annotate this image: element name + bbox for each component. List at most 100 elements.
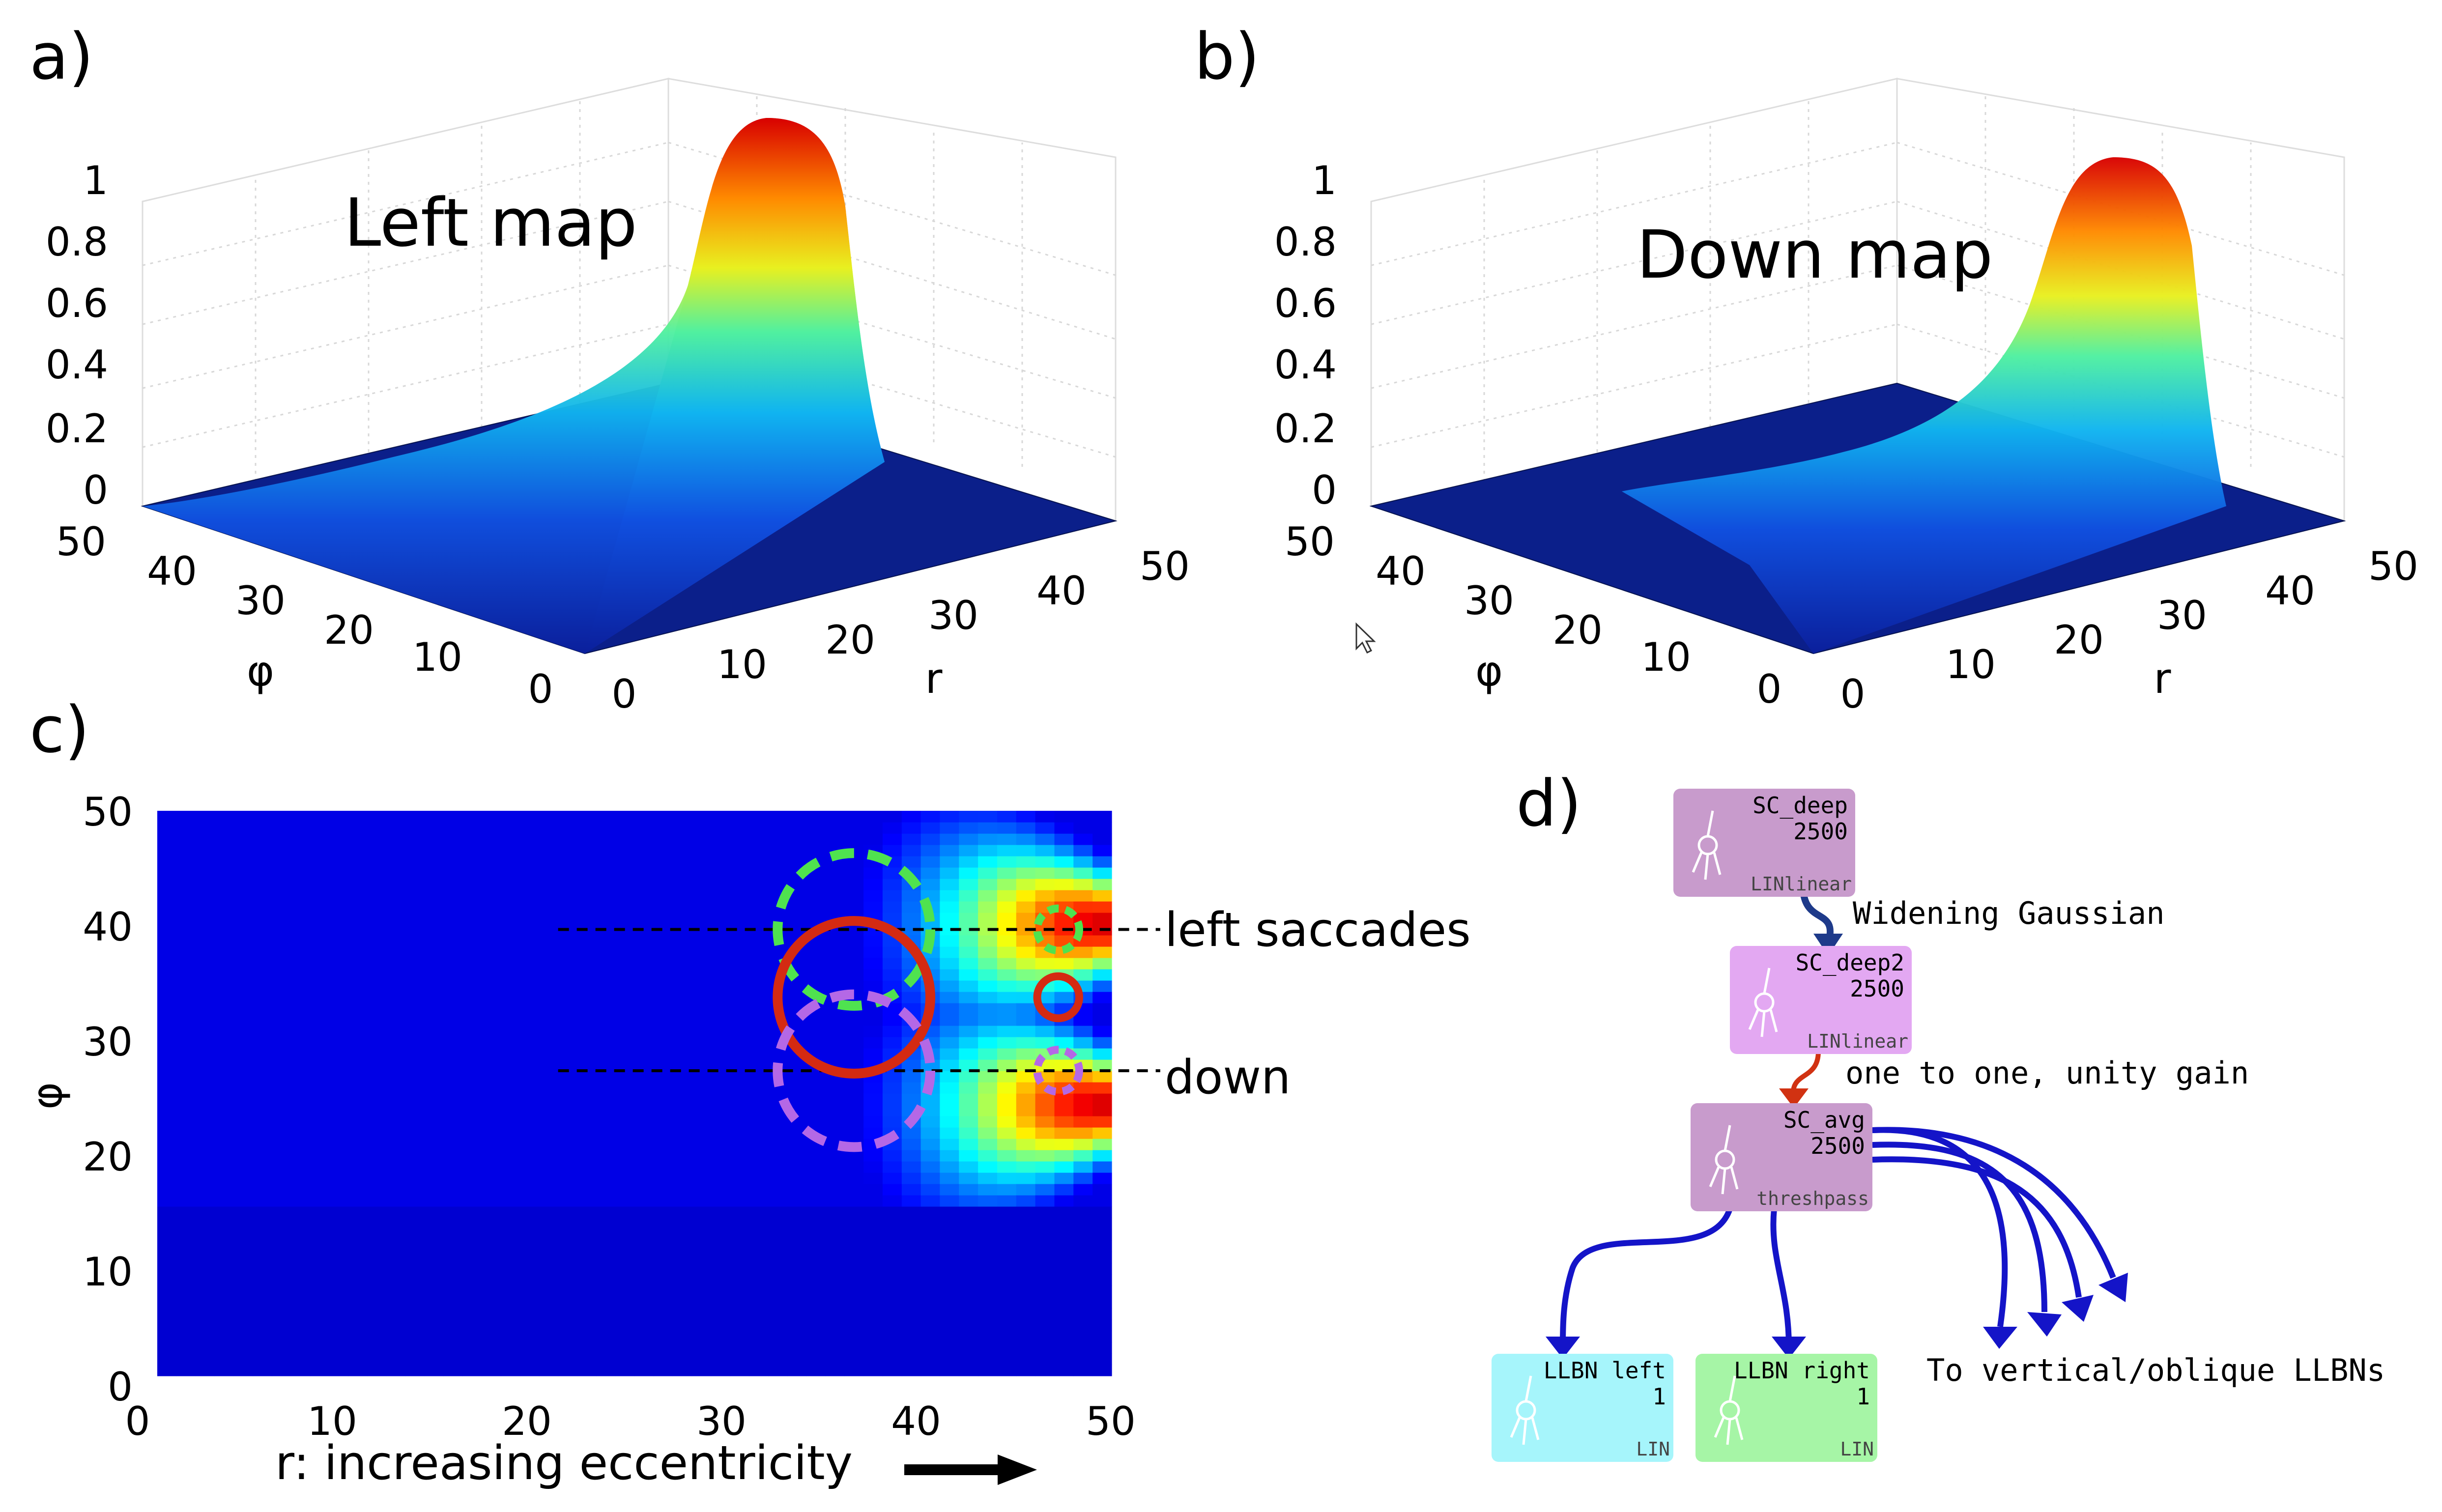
heatmap-cell xyxy=(730,1014,749,1026)
heatmap-cell xyxy=(882,1252,902,1263)
heatmap-cell xyxy=(424,1127,444,1139)
heatmap-cell xyxy=(482,901,501,913)
heatmap-cell xyxy=(539,1206,559,1218)
heatmap-cell xyxy=(443,1003,463,1015)
heatmap-cell xyxy=(806,1082,826,1094)
heatmap-cell xyxy=(920,1331,940,1342)
heatmap-cell xyxy=(482,811,501,823)
heatmap-cell xyxy=(405,946,425,958)
heatmap-cell xyxy=(405,1297,425,1309)
heatmap-cell xyxy=(233,811,253,823)
heatmap-cell xyxy=(749,935,769,947)
heatmap-cell xyxy=(214,845,234,856)
panel-c-x-tick: 50 xyxy=(1086,1398,1136,1444)
heatmap-cell xyxy=(443,867,463,879)
heatmap-cell xyxy=(520,1195,540,1207)
heatmap-cell xyxy=(634,1263,654,1275)
heatmap-cell xyxy=(233,1003,253,1015)
heatmap-cell xyxy=(1092,958,1112,970)
heatmap-cell xyxy=(730,1139,749,1150)
heatmap-cell xyxy=(386,901,406,913)
heatmap-cell xyxy=(1092,935,1112,947)
heatmap-cell xyxy=(176,1353,196,1365)
heatmap-cell xyxy=(501,924,520,936)
heatmap-cell xyxy=(176,924,196,936)
heatmap-cell xyxy=(501,822,520,834)
heatmap-cell xyxy=(272,1274,291,1286)
heatmap-cell xyxy=(329,980,348,992)
heatmap-cell xyxy=(367,1229,387,1241)
heatmap-cell xyxy=(653,1342,673,1354)
heatmap-cell xyxy=(214,1365,234,1376)
heatmap-cell xyxy=(214,924,234,936)
heatmap-cell xyxy=(386,1274,406,1286)
heatmap-cell xyxy=(596,1093,616,1105)
heatmap-cell xyxy=(386,1071,406,1083)
heatmap-cell xyxy=(844,1365,864,1376)
heatmap-cell xyxy=(711,879,730,890)
heatmap-cell xyxy=(882,879,902,890)
heatmap-cell xyxy=(520,913,540,924)
heatmap-cell xyxy=(806,901,826,913)
heatmap-cell xyxy=(310,1037,330,1049)
heatmap-cell xyxy=(615,1331,635,1342)
node-llbn-right[interactable]: LLBN right 1 LIN xyxy=(1695,1354,1877,1462)
heatmap-cell xyxy=(443,1071,463,1083)
heatmap-cell xyxy=(882,1229,902,1241)
heatmap-cell xyxy=(233,980,253,992)
heatmap-cell xyxy=(653,1252,673,1263)
heatmap-cell xyxy=(959,1037,978,1049)
heatmap-cell xyxy=(825,1026,845,1037)
heatmap-cell xyxy=(195,1353,215,1365)
node-sc-deep[interactable]: SC_deep 2500 LINlinear xyxy=(1673,789,1855,897)
heatmap-cell xyxy=(882,1195,902,1207)
heatmap-cell xyxy=(997,1161,1017,1173)
node-sc-deep2[interactable]: SC_deep2 2500 LINlinear xyxy=(1730,946,1912,1054)
heatmap-cell xyxy=(157,879,177,890)
heatmap-cell xyxy=(462,1048,482,1060)
heatmap-cell xyxy=(367,1184,387,1196)
heatmap-cell xyxy=(749,1365,769,1376)
heatmap-cell xyxy=(482,845,501,856)
node-sc-avg[interactable]: SC_avg 2500 threshpass xyxy=(1691,1103,1872,1211)
heatmap-cell xyxy=(310,935,330,947)
heatmap-cell xyxy=(959,1127,978,1139)
panel-d-label: d) xyxy=(1516,766,1581,841)
heatmap-cell xyxy=(882,980,902,992)
heatmap-cell xyxy=(596,1184,616,1196)
heatmap-cell xyxy=(844,1150,864,1162)
heatmap-cell xyxy=(482,1082,501,1094)
heatmap-cell xyxy=(329,1048,348,1060)
heatmap-cell xyxy=(615,1218,635,1229)
heatmap-cell xyxy=(577,1082,597,1094)
heatmap-cell xyxy=(844,811,864,823)
heatmap-cell xyxy=(539,1240,559,1252)
heatmap-cell xyxy=(157,1274,177,1286)
heatmap-cell xyxy=(157,1037,177,1049)
heatmap-cell xyxy=(1016,890,1036,902)
heatmap-cell xyxy=(329,1218,348,1229)
heatmap-cell xyxy=(806,1285,826,1297)
heatmap-cell xyxy=(558,1082,577,1094)
heatmap-cell xyxy=(195,1331,215,1342)
heatmap-cell xyxy=(424,833,444,845)
heatmap-cell xyxy=(997,1139,1017,1150)
heatmap-cell xyxy=(959,901,978,913)
heatmap-cell xyxy=(310,946,330,958)
heatmap-cell xyxy=(253,901,272,913)
heatmap-cell xyxy=(787,1331,807,1342)
heatmap-cell xyxy=(214,1059,234,1071)
heatmap-cell xyxy=(367,1365,387,1376)
heatmap-cell xyxy=(768,811,788,823)
heatmap-cell xyxy=(310,1184,330,1196)
heatmap-cell xyxy=(214,1082,234,1094)
heatmap-cell xyxy=(1092,992,1112,1003)
heatmap-cell xyxy=(711,1206,730,1218)
node-llbn-left[interactable]: LLBN left 1 LIN xyxy=(1492,1354,1673,1462)
heatmap-cell xyxy=(1035,1105,1055,1116)
heatmap-cell xyxy=(462,1365,482,1376)
heatmap-cell xyxy=(634,1059,654,1071)
heatmap-cell xyxy=(310,1161,330,1173)
heatmap-cell xyxy=(940,1353,959,1365)
heatmap-cell xyxy=(253,935,272,947)
